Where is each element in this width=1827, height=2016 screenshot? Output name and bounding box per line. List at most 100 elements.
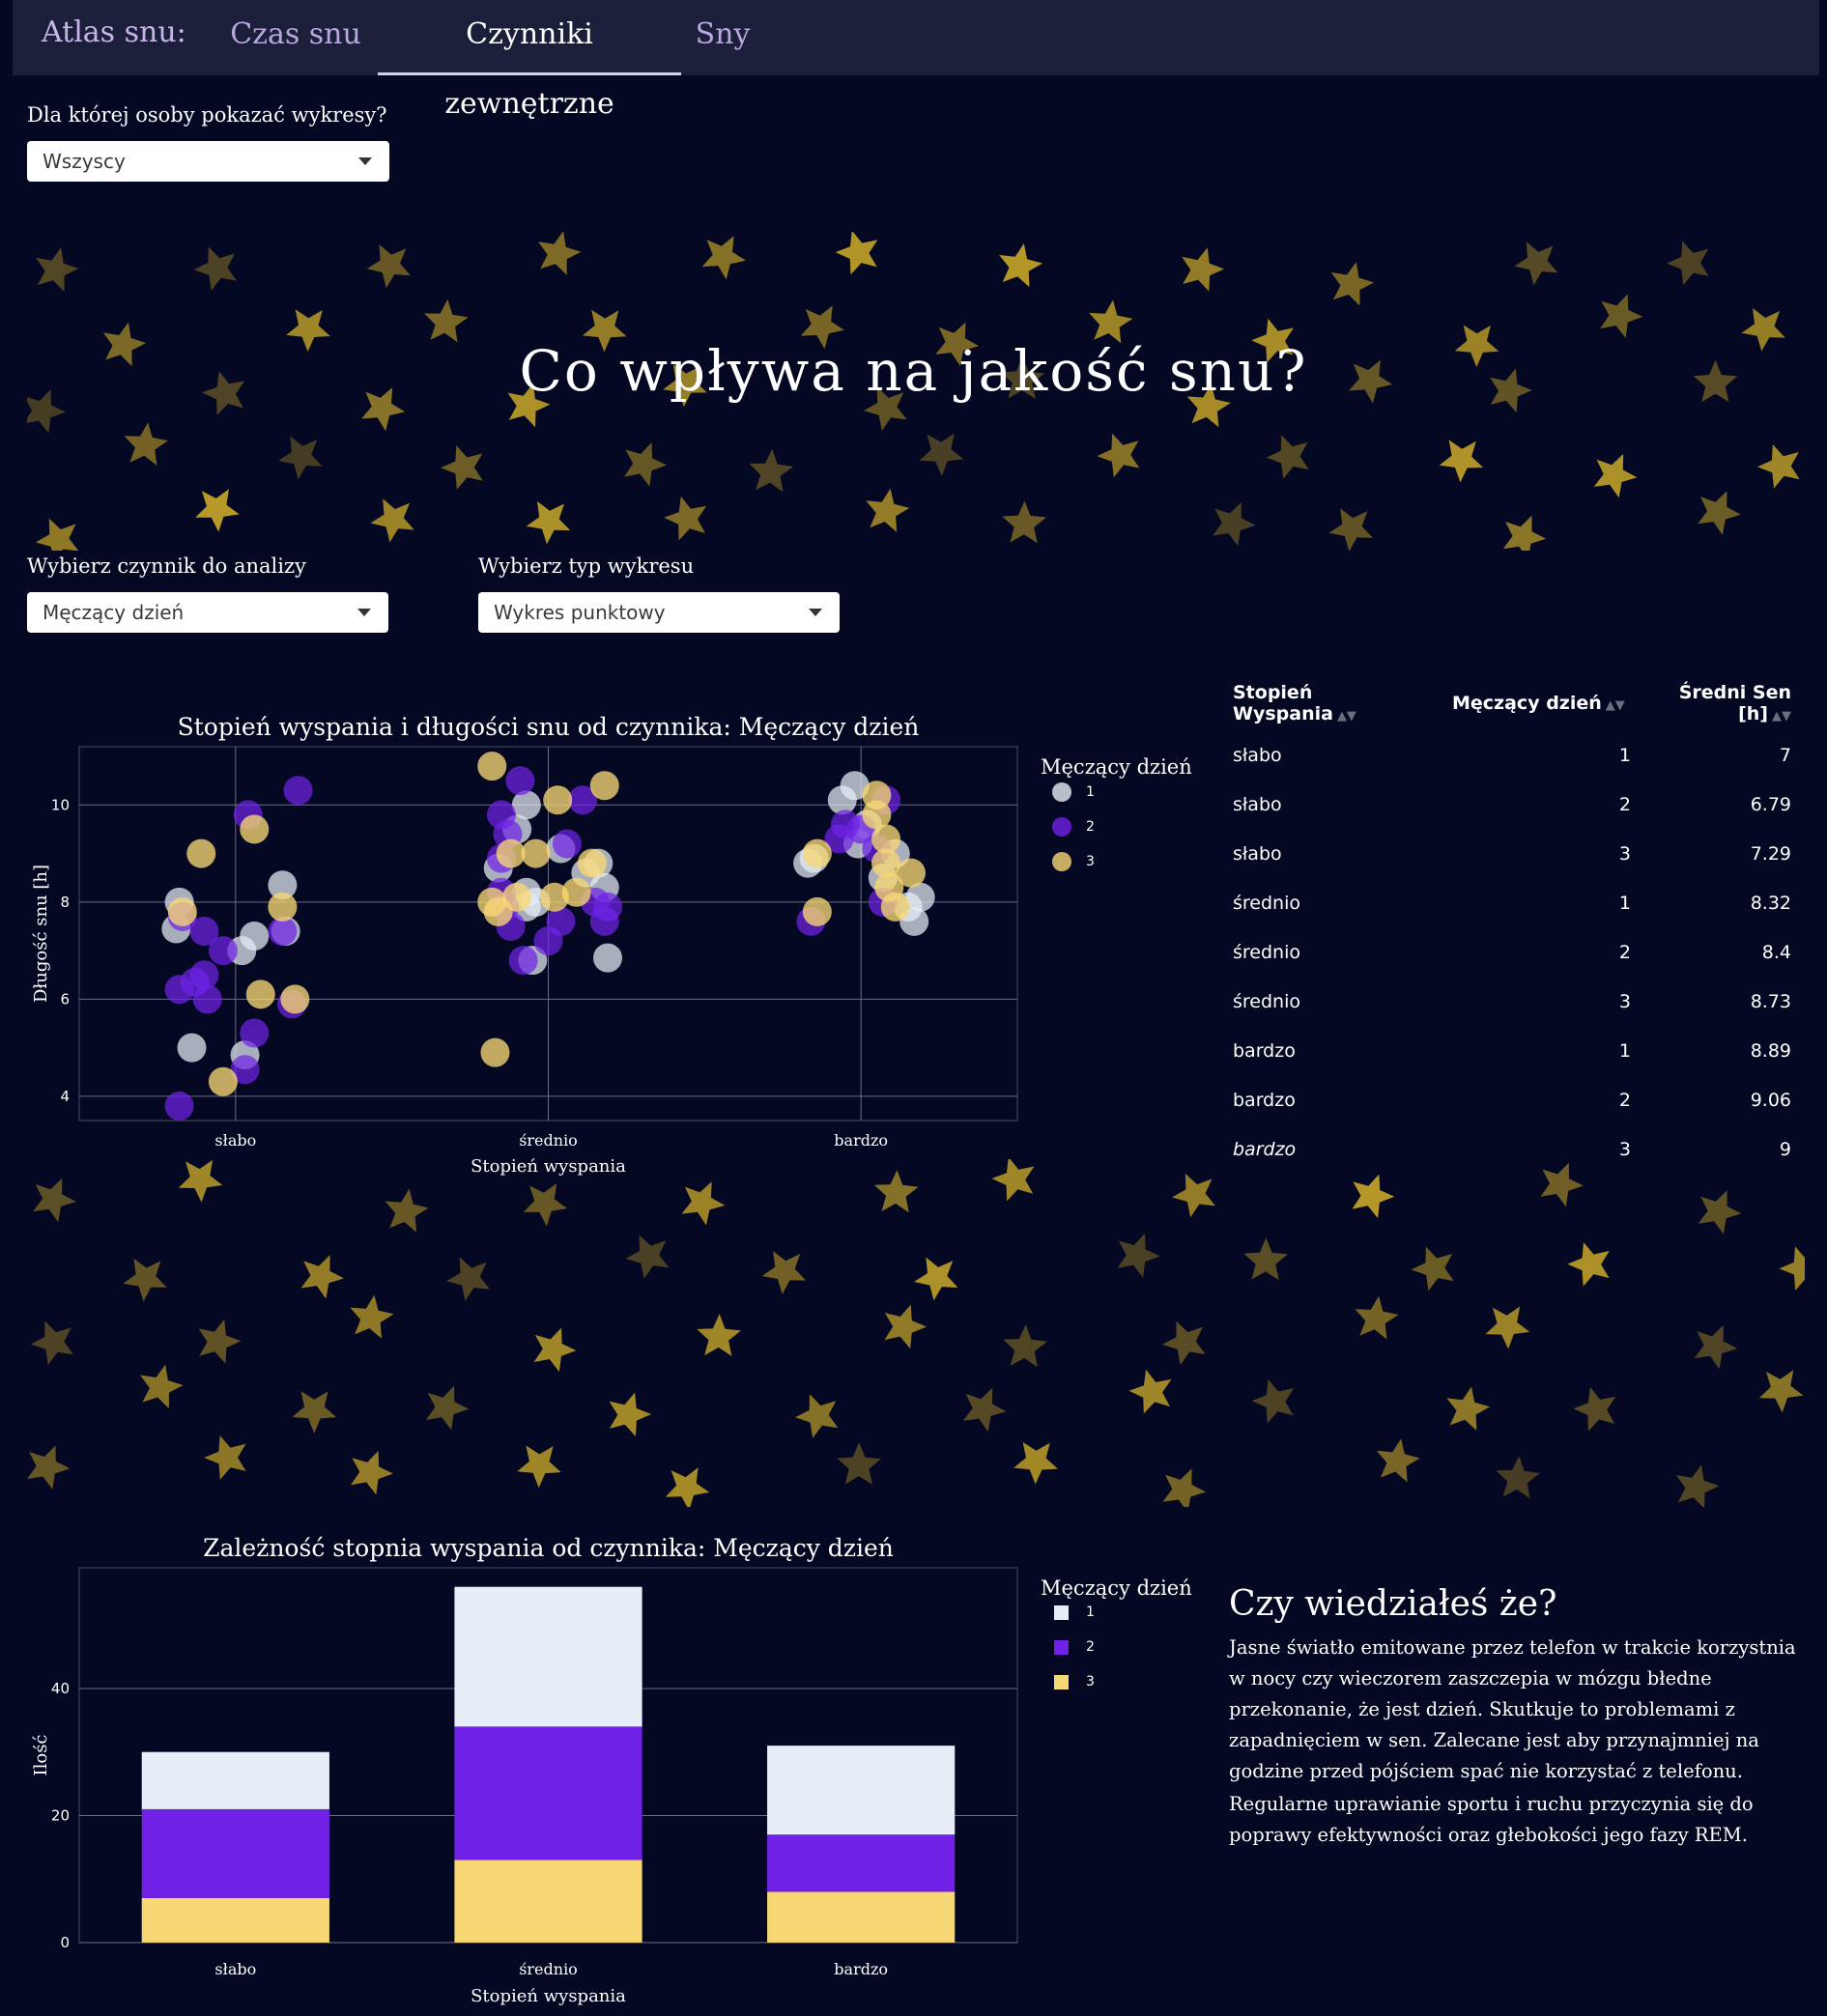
legend-marker[interactable] [1052,817,1071,837]
star-icon [1213,501,1256,547]
data-point[interactable] [552,829,582,859]
star-icon [1698,1190,1742,1235]
bar-segment[interactable] [767,1746,956,1835]
data-point[interactable] [840,771,870,801]
data-point[interactable] [546,906,576,936]
sort-icon[interactable]: ▲▼ [1336,709,1356,724]
data-point[interactable] [896,858,926,888]
sort-icon[interactable]: ▲▼ [1772,709,1791,724]
star-icon [1573,1386,1616,1432]
data-point[interactable] [561,877,591,907]
star-icon [1330,262,1375,306]
chart-type-filter-label: Wybierz typ wykresu [478,554,695,578]
y-axis-label: Ilość [31,1734,51,1775]
data-point[interactable] [577,848,607,878]
data-point[interactable] [508,946,538,976]
data-point[interactable] [240,922,270,951]
data-point[interactable] [230,1055,260,1085]
table-cell: 8.32 [1750,892,1791,914]
data-point[interactable] [189,960,219,990]
data-point[interactable] [177,1033,207,1063]
factor-select[interactable]: Męczący dzień [27,592,388,633]
data-point[interactable] [186,838,216,868]
star-icon [1162,1320,1206,1365]
data-point[interactable] [871,824,901,854]
star-icon [1593,453,1638,498]
legend-marker[interactable] [1052,852,1071,871]
column-header[interactable]: Męczący dzień ▲▼ [1446,676,1637,730]
star-icon [665,1467,710,1507]
data-point[interactable] [539,882,569,912]
data-point[interactable] [280,984,310,1014]
table-cell: słabo [1233,842,1282,865]
data-point[interactable] [240,814,270,844]
chart-type-select[interactable]: Wykres punktowy [478,592,840,633]
data-point[interactable] [268,870,298,900]
data-point[interactable] [268,892,298,922]
data-point[interactable] [871,848,901,878]
star-icon [582,309,627,353]
column-header[interactable]: Stopień Wyspania ▲▼ [1227,676,1446,730]
data-point[interactable] [208,1066,238,1096]
data-point[interactable] [862,800,892,830]
star-icon [1003,1324,1047,1368]
bar-segment[interactable] [454,1586,642,1727]
x-tick-label: średnio [519,1960,578,1978]
data-point[interactable] [496,838,526,868]
star-icon [1514,241,1558,286]
bar-segment[interactable] [141,1808,329,1898]
data-point[interactable] [268,916,298,946]
data-point[interactable] [240,1018,270,1048]
legend-marker[interactable] [1054,1640,1069,1655]
tab-sny[interactable]: Sny [695,17,751,51]
data-point[interactable] [164,1091,194,1121]
star-icon [446,1257,490,1301]
data-point[interactable] [480,1037,510,1067]
person-select[interactable]: Wszyscy [27,141,389,182]
legend-marker[interactable] [1054,1605,1069,1620]
bar-segment[interactable] [454,1726,642,1860]
data-point[interactable] [245,980,275,1009]
bar-segment[interactable] [141,1751,329,1809]
data-point[interactable] [477,752,507,781]
sort-icon[interactable]: ▲▼ [1605,698,1625,713]
data-point[interactable] [589,771,619,801]
data-point[interactable] [502,882,532,912]
tab-czas-snu[interactable]: Czas snu [230,17,361,51]
bar-segment[interactable] [767,1834,956,1892]
data-point[interactable] [167,896,197,926]
column-header-label: Stopień Wyspania [1233,682,1333,724]
data-point[interactable] [802,896,832,926]
bar-segment[interactable] [454,1860,642,1943]
bar-segment[interactable] [141,1897,329,1943]
data-point[interactable] [592,943,622,973]
x-axis-label: Stopień wyspania [471,1156,626,1177]
bar-segment[interactable] [767,1891,956,1943]
table-cell: średnio [1233,941,1300,963]
data-point[interactable] [568,785,598,815]
data-point[interactable] [505,766,535,796]
table-cell: 6.79 [1750,793,1791,815]
star-icon [426,1385,470,1431]
tab-czynniki-zewnetrzne[interactable]: Czynniki zewnętrzne [378,0,681,121]
star-icon [1117,1233,1160,1278]
data-point[interactable] [192,984,222,1014]
star-icon [278,436,323,480]
legend-marker[interactable] [1054,1675,1069,1689]
data-point[interactable] [592,892,622,922]
star-icon [1162,1468,1206,1507]
data-point[interactable] [208,936,238,966]
column-header[interactable]: Średni Sen [h] ▲▼ [1637,676,1797,730]
data-point[interactable] [283,776,313,806]
data-point[interactable] [905,882,935,912]
data-point[interactable] [189,916,219,946]
data-point[interactable] [543,785,573,815]
bar-chart-title: Zależność stopnia wyspania od czynnika: … [203,1534,894,1562]
data-point[interactable] [521,838,551,868]
data-point[interactable] [802,838,832,868]
star-icon [526,500,571,545]
data-point[interactable] [880,892,910,922]
legend-marker[interactable] [1052,782,1071,802]
data-point[interactable] [511,790,541,820]
legend-label: 3 [1086,1674,1095,1689]
